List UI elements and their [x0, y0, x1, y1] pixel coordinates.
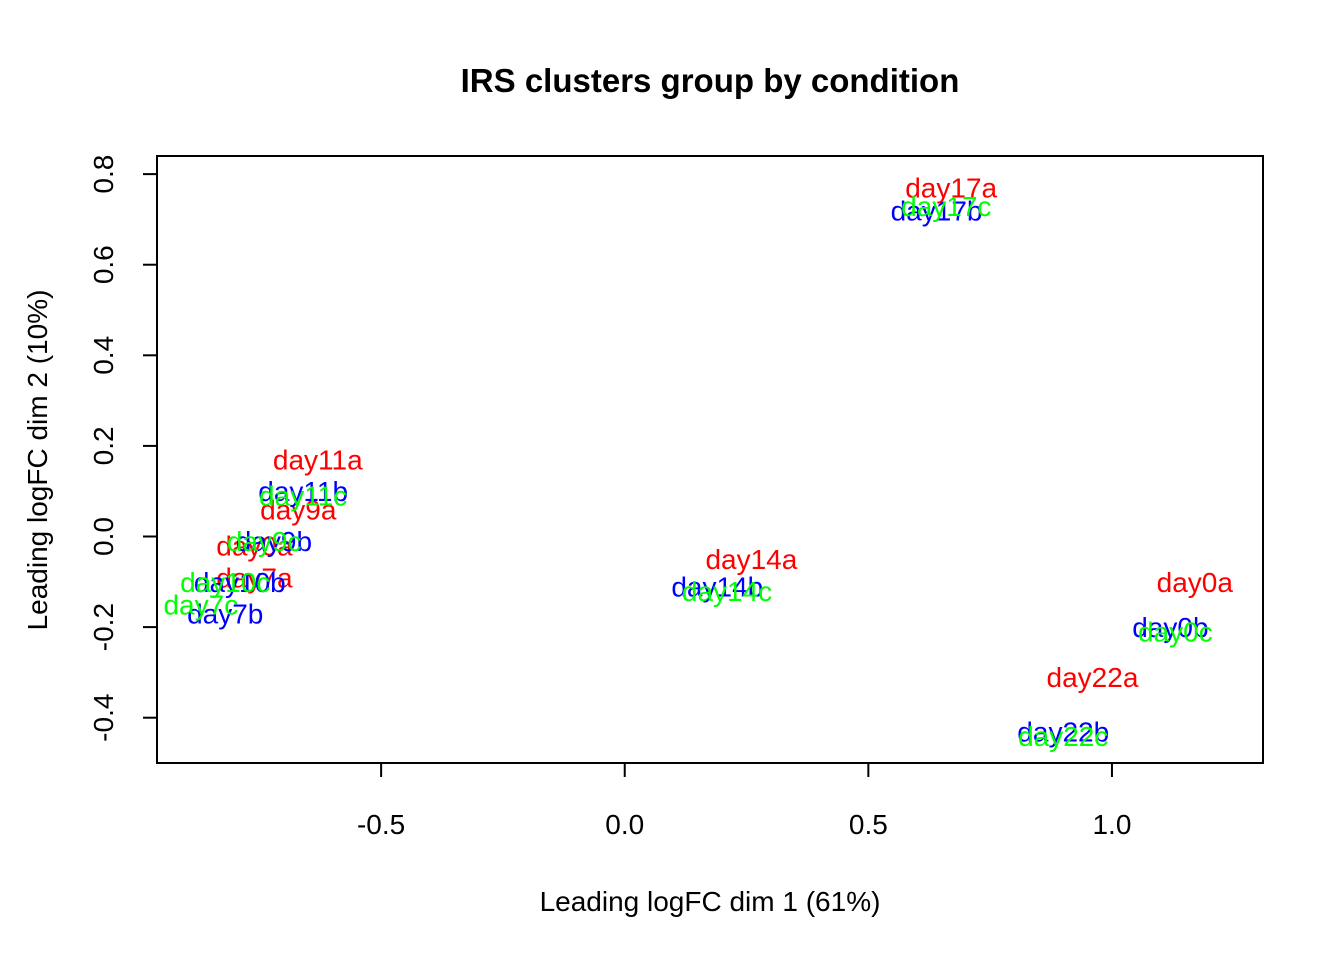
y-tick-label: -0.4: [88, 694, 119, 742]
y-tick-label: 0.0: [88, 517, 119, 556]
point-label-day14a: day14a: [705, 544, 797, 575]
y-tick-label: 0.2: [88, 426, 119, 465]
y-axis: -0.4 -0.2 0.0 0.2 0.4 0.6 0.8: [88, 155, 158, 742]
point-label-day22c: day22c: [1018, 721, 1108, 752]
y-tick-label: 0.4: [88, 336, 119, 375]
point-label-day9a: day9a: [260, 494, 337, 525]
point-label-day17b: day17b: [891, 195, 983, 226]
x-tick-label: 1.0: [1092, 809, 1131, 840]
point-label-day0a: day0a: [1157, 567, 1234, 598]
point-label-day9b: day9b: [236, 526, 312, 557]
point-label-day0c: day0c: [1138, 617, 1213, 648]
point-label-day11a: day11a: [273, 445, 363, 476]
x-tick-label: 0.5: [849, 809, 888, 840]
point-label-day17a: day17a: [905, 173, 997, 204]
point-label-day22a: day22a: [1047, 662, 1139, 693]
y-tick-label: 0.6: [88, 245, 119, 284]
point-label-day9c: day9c: [227, 526, 302, 557]
y-tick-label: 0.8: [88, 155, 119, 194]
x-axis-label: Leading logFC dim 1 (61%): [540, 886, 881, 917]
point-label-day7c: day7c: [163, 589, 238, 620]
point-label-day7b: day7b: [187, 599, 263, 630]
point-label-day10b: day10b: [194, 567, 286, 598]
point-label-day10c: day10c: [180, 567, 270, 598]
point-label-day0a: day0a: [216, 531, 293, 562]
x-axis: -0.5 0.0 0.5 1.0: [357, 762, 1131, 840]
x-tick-label: 0.0: [605, 809, 644, 840]
y-tick-label: -0.2: [88, 603, 119, 651]
point-label-day0b: day0b: [1132, 612, 1208, 643]
data-labels: day17aday11aday9aday0aday7aday14aday0ada…: [163, 173, 1233, 752]
point-label-day11c: day11c: [259, 481, 347, 512]
point-label-day11b: day11b: [258, 476, 348, 507]
point-label-day14b: day14b: [671, 571, 763, 602]
point-label-day17c: day17c: [901, 191, 991, 222]
y-axis-label: Leading logFC dim 2 (10%): [22, 290, 53, 631]
point-label-day7a: day7a: [216, 562, 293, 593]
point-label-day14c: day14c: [682, 576, 772, 607]
chart-title: IRS clusters group by condition: [461, 62, 960, 99]
x-tick-label: -0.5: [357, 809, 405, 840]
point-label-day22b: day22b: [1017, 716, 1109, 747]
